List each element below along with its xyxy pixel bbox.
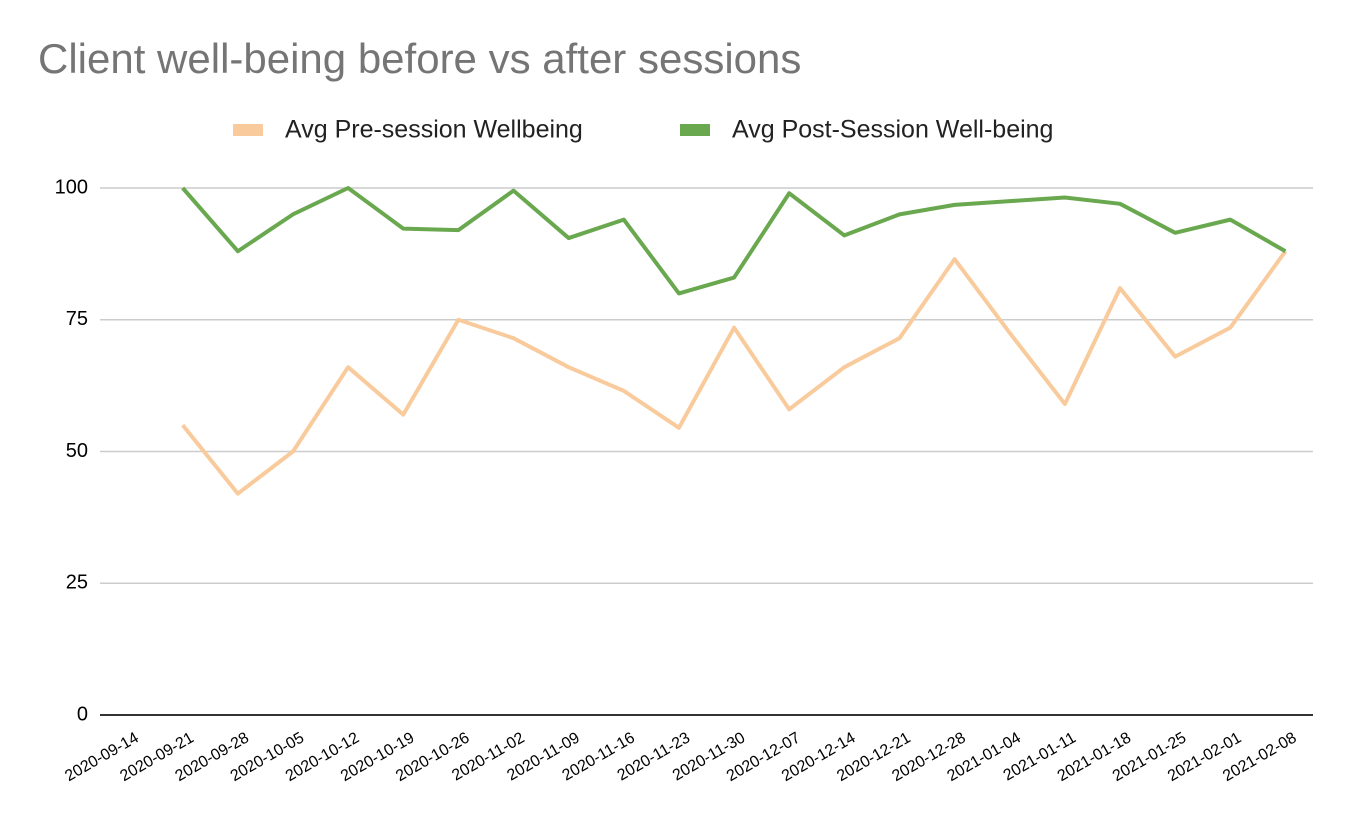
legend-label: Avg Pre-session Wellbeing [285,116,583,144]
legend-swatch [680,124,710,136]
y-tick-label: 75 [66,308,88,330]
legend-label: Avg Post-Session Well-being [732,116,1053,144]
series-line [181,186,1287,296]
legend-swatch [233,124,263,136]
chart-title: Client well-being before vs after sessio… [38,35,801,82]
series-line [181,250,1288,496]
y-tick-label: 100 [55,176,88,198]
y-tick-label: 25 [66,572,88,594]
y-tick-label: 50 [66,440,88,462]
y-tick-label: 0 [77,703,88,725]
